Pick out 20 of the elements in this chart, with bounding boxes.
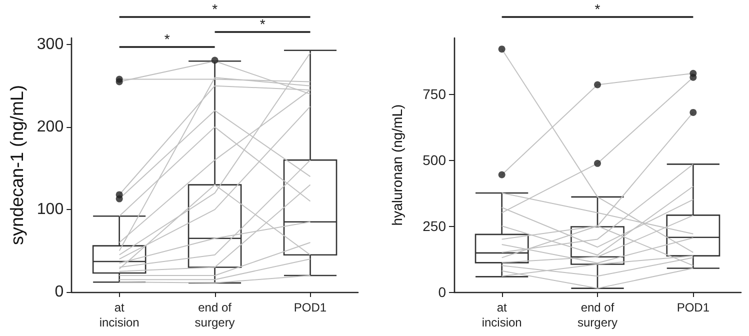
text: * <box>260 16 266 32</box>
x-tick-label: end of surgery <box>577 300 618 330</box>
y-tick-label: 250 <box>422 218 446 234</box>
y-axis-title: syndecan-1 (ng/mL) <box>7 84 27 246</box>
y-tick-label: 0 <box>438 284 446 300</box>
x-tick-label: at incision <box>99 300 140 330</box>
x-tick-label: POD1 <box>676 300 710 314</box>
y-axis-title: hyaluronan (ng/mL) <box>389 104 405 226</box>
y-tick-label: 300 <box>36 36 64 54</box>
y-tick-label: 200 <box>36 118 64 136</box>
x-tick-label: end of surgery <box>194 300 235 330</box>
y-tick-label: 500 <box>422 152 446 168</box>
x-tick-label: at incision <box>482 300 522 330</box>
x-tick-label: POD1 <box>294 300 327 314</box>
y-tick-label: 0 <box>54 284 64 300</box>
text: * <box>594 1 601 17</box>
annotation: * <box>164 31 170 47</box>
y-tick-label: 100 <box>36 201 64 218</box>
text: * <box>212 1 218 17</box>
y-tick-label: 750 <box>422 86 446 102</box>
